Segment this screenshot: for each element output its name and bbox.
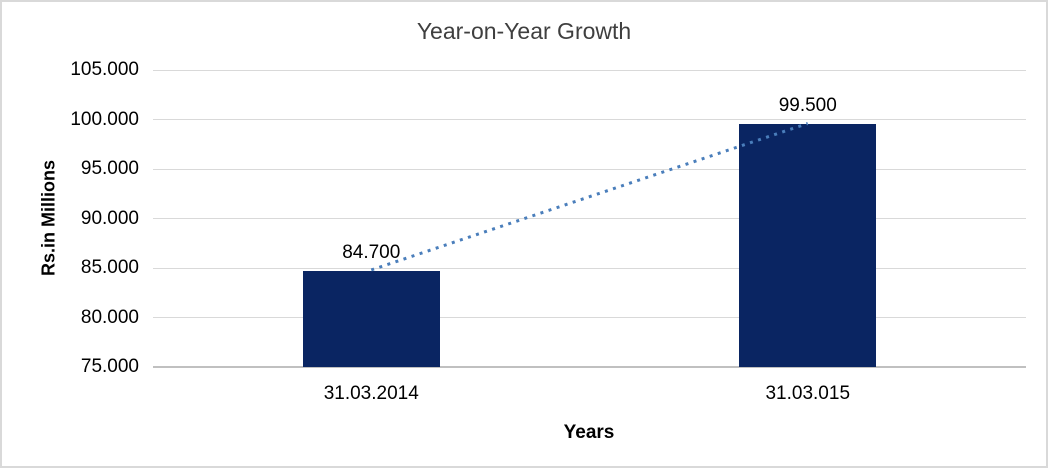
x-axis-title: Years <box>563 422 615 443</box>
x-tick-label: 31.03.2014 <box>323 383 419 404</box>
gridline <box>153 317 1026 318</box>
gridline <box>153 267 1026 269</box>
x-tick-label: 31.03.015 <box>765 383 851 404</box>
plot-area: 84.700 99.500 <box>153 69 1026 368</box>
gridline <box>153 218 1026 219</box>
chart-title: Year-on-Year Growth <box>416 18 632 44</box>
y-tick-label: 90.000 <box>80 207 139 229</box>
y-tick-label: 85.000 <box>80 257 139 278</box>
data-label: 99.500 <box>778 95 837 117</box>
bar-31.03.015 <box>739 124 877 367</box>
data-label: 84.700 <box>342 241 401 263</box>
bar-31.03.2014 <box>302 270 440 367</box>
gridline <box>153 69 1026 71</box>
y-tick-label: 75.000 <box>80 356 139 377</box>
gridline <box>153 119 1026 120</box>
trendline-dotted <box>370 122 809 272</box>
y-tick-label: 100.000 <box>70 108 139 130</box>
x-axis-line <box>153 366 1026 368</box>
y-tick-label: 105.000 <box>70 59 139 80</box>
gridline <box>153 168 1026 170</box>
y-tick-label: 80.000 <box>80 306 139 328</box>
y-tick-label: 95.000 <box>80 158 139 179</box>
